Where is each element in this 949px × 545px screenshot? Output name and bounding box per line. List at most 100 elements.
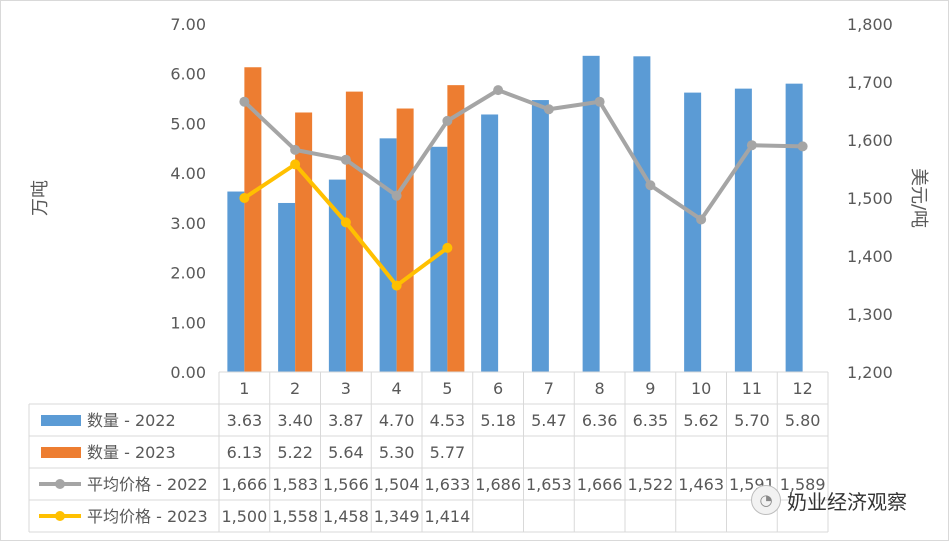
line-point-2	[391, 280, 402, 291]
table-cell-value: 1,458	[323, 507, 369, 526]
table-cell-value: 1,558	[272, 507, 318, 526]
watermark-text: 奶业经济观察	[787, 489, 907, 514]
x-category-label: 4	[392, 379, 402, 398]
x-category-label: 2	[290, 379, 300, 398]
bar-1	[227, 191, 245, 372]
y-left-tick-label: 5.00	[170, 114, 206, 133]
table-cell-value: 5.22	[277, 443, 313, 462]
table-cell-value: 1,504	[374, 475, 420, 494]
legend-key-bar	[41, 415, 81, 426]
line-point-1	[290, 144, 301, 155]
bar-2	[396, 108, 414, 372]
legend-key-bar	[41, 447, 81, 458]
bar-1	[633, 56, 651, 373]
table-cell-value: 1,414	[424, 507, 470, 526]
table-cell-value: 1,589	[780, 475, 826, 494]
line-point-1	[340, 154, 351, 165]
bar-2	[447, 85, 465, 373]
y-left-tick-label: 0.00	[170, 363, 206, 382]
table-cell-value: 5.47	[531, 411, 567, 430]
table-cell-value: 1,653	[526, 475, 572, 494]
x-category-label: 12	[792, 379, 812, 398]
y-right-tick-label: 1,700	[847, 73, 893, 92]
x-category-label: 5	[442, 379, 452, 398]
legend-series-name: 平均价格 - 2022	[87, 475, 208, 494]
line-point-1	[797, 141, 808, 152]
table-cell-value: 3.87	[328, 411, 364, 430]
y-left-tick-label: 4.00	[170, 164, 206, 183]
x-category-label: 11	[742, 379, 762, 398]
bar-1	[684, 92, 702, 372]
y-right-tick-label: 1,800	[847, 15, 893, 34]
table-cell-value: 5.30	[379, 443, 415, 462]
y-left-tick-label: 3.00	[170, 214, 206, 233]
bar-2	[244, 67, 262, 372]
bar-1	[328, 179, 346, 372]
y-left-tick-label: 7.00	[170, 15, 206, 34]
y-left-tick-label: 1.00	[170, 313, 206, 332]
legend-series-name: 数量 - 2023	[87, 443, 176, 462]
line-point-1	[543, 104, 554, 115]
y-right-axis-title: 美元/吨	[908, 168, 929, 228]
line-point-2	[239, 193, 250, 203]
table-cell-value: 5.80	[785, 411, 821, 430]
line-point-1	[239, 96, 250, 107]
table-cell-value: 6.35	[633, 411, 669, 430]
bar-1	[785, 83, 803, 373]
legend-key-marker	[55, 479, 65, 489]
line-point-1	[696, 214, 707, 225]
line-point-1	[493, 85, 504, 96]
table-cell-value: 3.40	[277, 411, 313, 430]
table-cell-value: 1,500	[221, 507, 267, 526]
table-cell-value: 5.77	[430, 443, 466, 462]
table-cell-value: 5.70	[734, 411, 770, 430]
x-category-label: 9	[645, 379, 655, 398]
x-category-label: 1	[239, 379, 249, 398]
table-cell-value: 1,583	[272, 475, 318, 494]
y-right-tick-label: 1,300	[847, 305, 893, 324]
table-cell-value: 1,522	[627, 475, 673, 494]
bar-1	[430, 146, 448, 372]
line-point-1	[746, 140, 757, 151]
y-left-tick-label: 6.00	[170, 65, 206, 84]
y-right-tick-label: 1,400	[847, 247, 893, 266]
table-cell-value: 1,666	[221, 475, 267, 494]
wechat-icon: ◔	[751, 485, 781, 515]
legend-series-name: 平均价格 - 2023	[87, 507, 208, 526]
bar-1	[531, 100, 549, 372]
line-point-1	[442, 115, 453, 126]
table-cell-value: 5.62	[683, 411, 719, 430]
line-point-2	[340, 217, 351, 228]
line-series-1	[242, 88, 803, 222]
table-cell-value: 6.36	[582, 411, 618, 430]
table-cell-value: 1,666	[577, 475, 623, 494]
line-point-1	[391, 190, 402, 201]
bar-1	[481, 114, 499, 372]
x-category-label: 7	[544, 379, 554, 398]
y-right-tick-label: 1,200	[847, 363, 893, 382]
table-cell-value: 1,349	[374, 507, 420, 526]
table-cell-value: 1,566	[323, 475, 369, 494]
table-cell-value: 3.63	[227, 411, 263, 430]
line-point-1	[594, 96, 605, 107]
y-right-tick-label: 1,600	[847, 131, 893, 150]
table-cell-value: 1,686	[475, 475, 521, 494]
watermark: ◔ 奶业经济观察	[751, 485, 907, 515]
x-category-label: 6	[493, 379, 503, 398]
y-left-axis-title: 万吨	[30, 180, 51, 216]
table-cell-value: 5.18	[480, 411, 516, 430]
table-cell-value: 4.70	[379, 411, 415, 430]
line-point-2	[290, 159, 301, 170]
legend-series-name: 数量 - 2022	[87, 411, 176, 430]
table-cell-value: 1,463	[678, 475, 724, 494]
table-cell-value: 1,633	[424, 475, 470, 494]
x-category-label: 8	[595, 379, 605, 398]
line-point-1	[645, 180, 656, 191]
line-point-2	[442, 242, 453, 253]
x-category-label: 3	[341, 379, 351, 398]
bar-1	[379, 138, 397, 372]
y-left-tick-label: 2.00	[170, 264, 206, 283]
legend-key-marker	[55, 511, 65, 521]
